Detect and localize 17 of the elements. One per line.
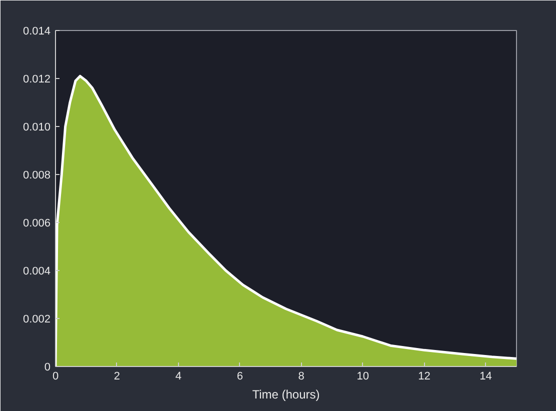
- y-tick-label: 0.006: [22, 218, 51, 230]
- x-tick-label: 4: [175, 370, 182, 382]
- x-tick-label: 6: [236, 370, 243, 382]
- x-tick-label: 0: [52, 370, 59, 382]
- x-tick-label: 14: [480, 370, 492, 382]
- y-tick-label: 0.012: [22, 74, 51, 86]
- y-tick-label: 0.004: [22, 266, 51, 278]
- y-tick-label: 0.010: [22, 122, 51, 134]
- y-tick-label: 0: [44, 362, 51, 374]
- x-tick-label: 12: [418, 370, 430, 382]
- y-tick-label: 0.008: [22, 170, 51, 182]
- x-axis-title: Time (hours): [252, 388, 320, 402]
- y-tick-label: 0.014: [22, 26, 51, 38]
- y-tick-label: 0.002: [22, 314, 51, 326]
- x-tick-label: 8: [298, 370, 304, 382]
- x-tick-label: 10: [356, 370, 369, 382]
- x-tick-label: 2: [114, 370, 120, 382]
